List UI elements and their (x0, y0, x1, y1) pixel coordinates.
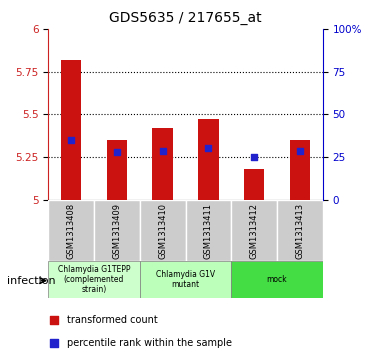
Point (68, 137, 74, 143)
Bar (198, 119, 219, 200)
Point (297, 148, 303, 154)
FancyBboxPatch shape (231, 261, 323, 298)
FancyBboxPatch shape (140, 261, 231, 298)
Text: GSM1313410: GSM1313410 (158, 203, 167, 258)
Text: infection: infection (7, 276, 56, 286)
Text: Chlamydia G1TEPP
(complemented
strain): Chlamydia G1TEPP (complemented strain) (58, 265, 130, 294)
FancyBboxPatch shape (186, 200, 231, 261)
Point (233, 212, 239, 218)
Text: GSM1313408: GSM1313408 (67, 203, 76, 258)
FancyBboxPatch shape (48, 200, 94, 261)
Text: GSM1313413: GSM1313413 (295, 203, 304, 258)
FancyBboxPatch shape (140, 200, 186, 261)
FancyBboxPatch shape (94, 200, 140, 261)
FancyBboxPatch shape (48, 261, 140, 298)
Bar (244, 169, 265, 200)
Bar (152, 128, 173, 200)
Text: transformed count: transformed count (68, 315, 158, 325)
Point (160, 148, 165, 154)
Bar (106, 140, 127, 200)
Point (233, 4, 239, 10)
Text: GSM1313412: GSM1313412 (250, 203, 259, 258)
Text: mock: mock (267, 275, 287, 284)
Point (206, 146, 211, 151)
Point (114, 149, 120, 155)
Title: GDS5635 / 217655_at: GDS5635 / 217655_at (109, 11, 262, 25)
Text: percentile rank within the sample: percentile rank within the sample (68, 338, 233, 348)
Text: GSM1313409: GSM1313409 (112, 203, 121, 258)
Bar (290, 140, 310, 200)
Bar (61, 60, 81, 200)
Point (251, 154, 257, 160)
FancyBboxPatch shape (231, 200, 277, 261)
Text: GSM1313411: GSM1313411 (204, 203, 213, 258)
FancyBboxPatch shape (277, 200, 323, 261)
Text: Chlamydia G1V
mutant: Chlamydia G1V mutant (156, 270, 215, 289)
